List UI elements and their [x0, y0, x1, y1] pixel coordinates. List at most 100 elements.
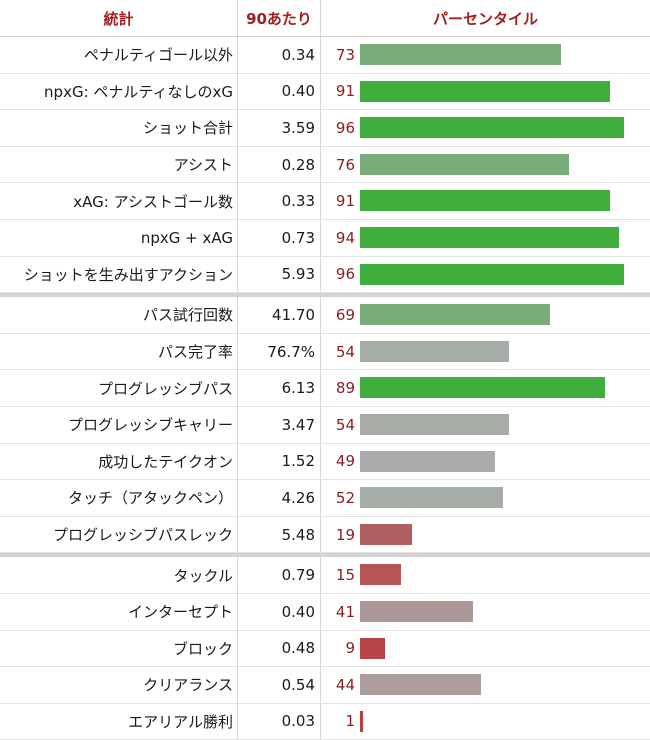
table-row: npxG + xAG 0.73 94	[0, 219, 650, 257]
table-row: アシスト 0.28 76	[0, 146, 650, 184]
percentile-bar	[360, 637, 385, 659]
header-per90[interactable]: 90あたり	[238, 0, 321, 36]
percentile-cell: 44	[321, 667, 650, 703]
stat-name: 成功したテイクオン	[0, 443, 238, 480]
percentile-value: 41	[335, 602, 355, 621]
group-separator	[0, 553, 650, 558]
percentile-value: 94	[335, 228, 355, 247]
percentile-bar	[360, 153, 569, 175]
percentile-bar	[360, 117, 624, 139]
percentile-cell: 69	[321, 297, 650, 333]
percentile-bar	[360, 450, 495, 472]
percentile-value: 9	[345, 639, 355, 658]
percentile-cell: 76	[321, 147, 650, 183]
percentile-cell: 49	[321, 444, 650, 480]
percentile-value: 91	[335, 82, 355, 101]
table-header: 統計 90あたり パーセンタイル	[0, 0, 650, 37]
percentile-value: 89	[335, 379, 355, 398]
percentile-value: 73	[335, 45, 355, 64]
per90-value: 0.28	[238, 146, 321, 183]
percentile-cell: 54	[321, 334, 650, 370]
per90-value: 0.40	[238, 73, 321, 110]
stat-name: npxG: ペナルティなしのxG	[0, 73, 238, 110]
percentile-bar	[360, 44, 561, 65]
percentile-cell: 91	[321, 74, 650, 110]
table-row: プログレッシブパス 6.13 89	[0, 370, 650, 407]
table-row: ショットを生み出すアクション 5.93 96	[0, 256, 650, 294]
percentile-cell: 94	[321, 220, 650, 256]
percentile-cell: 9	[321, 631, 650, 667]
table-row: 成功したテイクオン 1.52 49	[0, 443, 650, 481]
stat-name: npxG + xAG	[0, 219, 238, 256]
table-row: タッチ（アタックペン） 4.26 52	[0, 480, 650, 517]
per90-value: 0.33	[238, 183, 321, 219]
percentile-bar	[360, 523, 412, 545]
stat-name: プログレッシブキャリー	[0, 406, 238, 443]
stat-name: プログレッシブパス	[0, 370, 238, 406]
percentile-value: 96	[335, 118, 355, 137]
header-percentile[interactable]: パーセンタイル	[432, 9, 538, 28]
percentile-bar	[360, 710, 363, 732]
group-separator	[0, 293, 650, 298]
per90-value: 0.03	[238, 703, 321, 740]
percentile-bar	[360, 377, 605, 399]
percentile-cell: 96	[321, 110, 650, 146]
table-row: エアリアル勝利 0.03 1	[0, 703, 650, 740]
percentile-bar	[360, 304, 550, 326]
per90-value: 4.26	[238, 480, 321, 516]
percentile-value: 54	[335, 415, 355, 434]
percentile-bar	[360, 226, 619, 248]
percentile-value: 49	[335, 452, 355, 471]
per90-value: 0.54	[238, 667, 321, 703]
percentile-bar	[360, 487, 503, 509]
per90-value: 76.7%	[238, 333, 321, 370]
percentile-cell: 19	[321, 517, 650, 553]
per90-value: 3.47	[238, 406, 321, 443]
stat-name: ショット合計	[0, 110, 238, 146]
percentile-bar	[360, 600, 473, 622]
table-row: クリアランス 0.54 44	[0, 667, 650, 704]
percentile-bar	[360, 80, 610, 102]
percentile-bar	[360, 340, 509, 362]
percentile-cell: 52	[321, 480, 650, 516]
stat-name: xAG: アシストゴール数	[0, 183, 238, 219]
percentile-bar	[360, 263, 624, 285]
percentile-cell: 89	[321, 370, 650, 406]
stat-name: ショットを生み出すアクション	[0, 256, 238, 293]
per90-value: 0.73	[238, 219, 321, 256]
percentile-cell: 54	[321, 407, 650, 443]
per90-value: 5.48	[238, 516, 321, 553]
percentile-cell: 91	[321, 183, 650, 219]
table-row: ショット合計 3.59 96	[0, 110, 650, 147]
per90-value: 41.70	[238, 297, 321, 333]
table-row: npxG: ペナルティなしのxG 0.40 91	[0, 73, 650, 111]
stat-name: パス試行回数	[0, 297, 238, 333]
table-row: インターセプト 0.40 41	[0, 593, 650, 631]
table-row: プログレッシブパスレック 5.48 19	[0, 516, 650, 554]
stat-name: エアリアル勝利	[0, 703, 238, 740]
header-stat[interactable]: 統計	[0, 0, 238, 36]
percentile-value: 76	[335, 155, 355, 174]
stat-name: アシスト	[0, 146, 238, 183]
percentile-value: 91	[335, 192, 355, 211]
stat-name: タッチ（アタックペン）	[0, 480, 238, 516]
per90-value: 0.79	[238, 557, 321, 593]
per90-value: 0.48	[238, 630, 321, 667]
table-body: ペナルティゴール以外 0.34 73 npxG: ペナルティなしのxG 0.40 91 ショ…	[0, 37, 650, 740]
percentile-bar	[360, 564, 401, 586]
stat-name: ペナルティゴール以外	[0, 37, 238, 73]
percentile-value: 15	[335, 566, 355, 585]
percentile-cell: 1	[321, 704, 650, 740]
stat-name: パス完了率	[0, 333, 238, 370]
per90-value: 0.34	[238, 37, 321, 73]
stat-name: ブロック	[0, 630, 238, 667]
percentile-value: 19	[335, 525, 355, 544]
table-row: パス完了率 76.7% 54	[0, 333, 650, 371]
percentile-cell: 15	[321, 557, 650, 593]
table-row: ペナルティゴール以外 0.34 73	[0, 37, 650, 74]
percentile-value: 52	[335, 488, 355, 507]
percentile-cell: 96	[321, 257, 650, 293]
stat-name: プログレッシブパスレック	[0, 516, 238, 553]
percentile-value: 69	[335, 305, 355, 324]
